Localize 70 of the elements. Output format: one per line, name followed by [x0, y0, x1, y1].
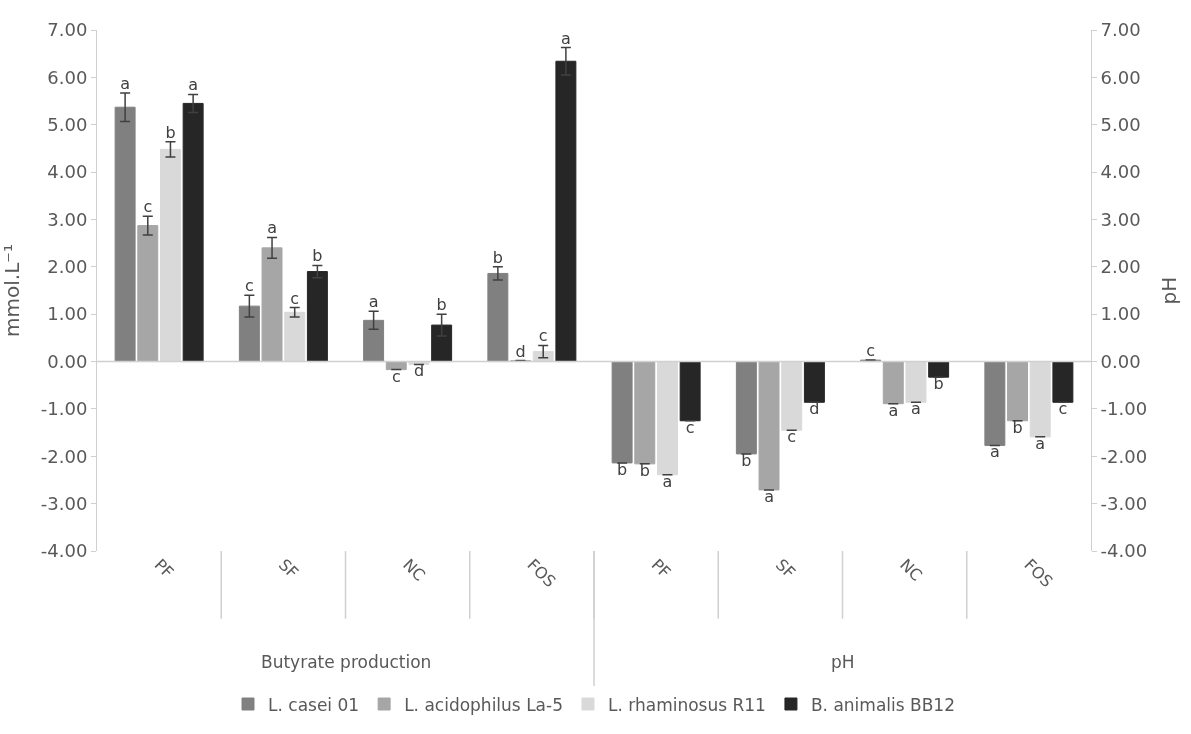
legend-label: L. acidophilus La-5	[404, 694, 563, 715]
x-tick-label: PF	[150, 555, 178, 582]
data-label: b	[617, 459, 628, 479]
x-tick-label: SF	[274, 555, 303, 583]
y2-tick-label: -1.00	[1100, 398, 1148, 420]
data-label: b	[436, 295, 447, 315]
data-label: a	[662, 471, 673, 491]
y-tick-label: 0.00	[47, 350, 88, 372]
y2-tick-label: 4.00	[1100, 161, 1141, 183]
data-label: b	[1012, 417, 1023, 437]
y-tick-label: -2.00	[40, 445, 88, 467]
data-label: a	[1035, 433, 1046, 453]
data-label: a	[120, 73, 131, 93]
y2-tick-label: 2.00	[1100, 256, 1141, 278]
data-label: a	[888, 400, 899, 420]
data-label: a	[560, 28, 571, 48]
data-label: a	[989, 442, 1000, 462]
data-label: b	[933, 374, 944, 394]
data-label: d	[809, 399, 820, 419]
y-tick-label: 3.00	[47, 208, 88, 230]
data-label: c	[244, 276, 254, 296]
x-tick-label: PF	[647, 555, 675, 582]
y-tick-label: 7.00	[47, 19, 88, 41]
y-tick-label: -3.00	[40, 492, 88, 514]
data-label: a	[911, 399, 921, 419]
y2-tick-label: 5.00	[1100, 114, 1141, 136]
data-label: a	[267, 218, 277, 238]
y-tick-label: 1.00	[47, 303, 88, 325]
legend-label: L. rhaminosus R11	[607, 694, 766, 715]
x-tick-label: NC	[896, 555, 926, 585]
y-tick-label: 2.00	[47, 256, 88, 278]
data-label: b	[639, 460, 650, 480]
y-axis-title: mmol.L⁻¹	[0, 244, 25, 337]
data-label: d	[515, 341, 526, 361]
data-label: d	[413, 361, 425, 381]
y-tick-label: 4.00	[47, 161, 88, 183]
y2-tick-label: 0.00	[1100, 350, 1141, 372]
data-label: b	[492, 247, 503, 267]
y2-tick-label: 7.00	[1100, 19, 1141, 41]
y-tick-label: 6.00	[47, 66, 88, 88]
data-label: c	[391, 366, 401, 386]
x-tick-label: NC	[399, 555, 429, 585]
data-label: c	[143, 197, 153, 217]
legend-label: B. animalis BB12	[810, 694, 955, 715]
data-label: c	[685, 417, 695, 437]
data-label: a	[368, 292, 379, 312]
y2-tick-label: 1.00	[1100, 303, 1141, 325]
legend-label: L. casei 01	[268, 694, 360, 715]
data-label: a	[188, 75, 199, 95]
y2-tick-label: -2.00	[1100, 445, 1148, 467]
y2-axis-title: pH	[1156, 276, 1181, 305]
y2-tick-label: -3.00	[1100, 492, 1148, 514]
data-label: c	[538, 326, 548, 346]
y2-tick-label: 6.00	[1100, 66, 1141, 88]
y2-tick-label: -4.00	[1100, 540, 1148, 562]
text: pH	[831, 652, 855, 672]
data-label: b	[312, 246, 323, 266]
data-label: c	[787, 427, 797, 447]
data-label: c	[1058, 399, 1068, 419]
data-label: c	[290, 288, 300, 308]
data-label: a	[764, 486, 774, 506]
y-tick-label: 5.00	[47, 114, 88, 136]
y-tick-label: -1.00	[40, 398, 88, 420]
y2-tick-label: 3.00	[1100, 208, 1141, 230]
y-tick-label: -4.00	[40, 540, 88, 562]
data-label: b	[165, 122, 176, 142]
x-tick-label: SF	[771, 555, 800, 583]
text: Butyrate production	[261, 652, 432, 672]
data-label: b	[741, 450, 752, 470]
data-label: c	[866, 341, 876, 361]
